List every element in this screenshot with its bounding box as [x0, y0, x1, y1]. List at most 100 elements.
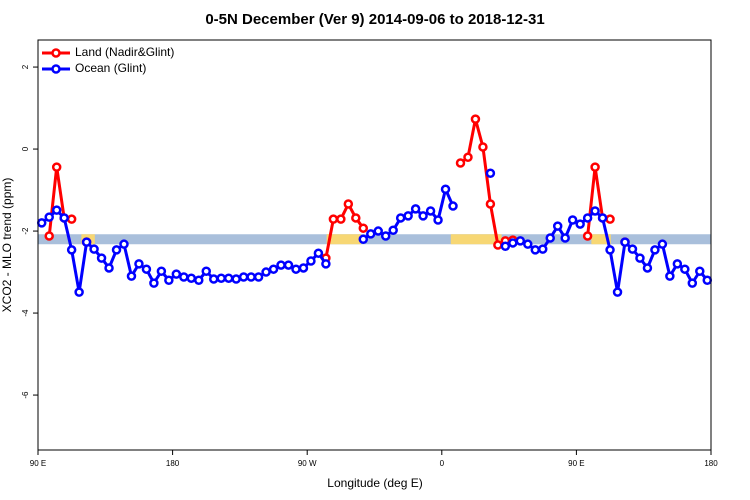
data-point: [425, 206, 436, 216]
data-point: [560, 233, 570, 243]
data-point: [351, 213, 361, 223]
data-point: [306, 256, 316, 266]
data-point: [418, 211, 428, 221]
data-point: [238, 272, 249, 282]
data-point: [590, 162, 600, 172]
x-axis-label: Longitude (deg E): [327, 476, 422, 490]
data-point: [515, 236, 526, 246]
x-tick-label: 90 E: [568, 459, 584, 468]
data-point: [642, 263, 653, 273]
y-tick-label: 0: [21, 146, 30, 151]
data-point: [567, 215, 578, 225]
data-point: [216, 273, 226, 283]
chart-title: 0-5N December (Ver 9) 2014-09-06 to 2018…: [205, 11, 544, 28]
data-point: [283, 260, 294, 270]
data-point: [687, 278, 698, 288]
data-point: [605, 214, 615, 224]
data-point: [582, 213, 593, 223]
data-point: [246, 272, 256, 282]
data-point: [538, 244, 548, 254]
data-point: [545, 233, 555, 243]
data-point: [343, 199, 354, 209]
data-point: [201, 266, 211, 276]
data-point: [149, 278, 159, 288]
data-point: [672, 259, 683, 269]
data-point: [44, 212, 54, 222]
data-point: [51, 205, 62, 215]
data-point: [194, 275, 204, 286]
data-point: [208, 274, 219, 284]
data-point: [74, 287, 84, 297]
data-point: [268, 264, 279, 274]
x-tick-label: 180: [704, 459, 718, 468]
plot-area: [36, 114, 713, 297]
data-point: [156, 266, 167, 276]
data-point: [321, 259, 331, 269]
data-point: [523, 239, 533, 249]
data-point: [66, 245, 77, 255]
data-point: [500, 241, 511, 251]
data-point: [276, 260, 286, 270]
data-point: [96, 253, 107, 263]
x-tick-label: 180: [166, 459, 180, 468]
data-point: [605, 245, 615, 255]
data-point: [261, 267, 271, 277]
data-point: [126, 271, 137, 281]
data-point: [111, 245, 122, 255]
data-point: [433, 215, 443, 225]
data-point: [298, 263, 309, 273]
data-point: [455, 158, 466, 168]
data-point: [66, 214, 77, 224]
data-point: [44, 231, 54, 241]
x-tick-label: 90 E: [30, 459, 46, 468]
data-point: [485, 168, 496, 178]
data-point: [463, 152, 473, 163]
data-point: [328, 214, 339, 224]
y-tick-label: 2: [21, 64, 30, 69]
x-tick-label: 0: [440, 459, 445, 468]
data-point: [702, 275, 713, 286]
data-point: [366, 229, 376, 239]
data-point: [440, 184, 451, 194]
data-point: [478, 142, 488, 152]
data-point: [395, 213, 406, 223]
data-point: [657, 239, 668, 249]
data-point: [141, 264, 152, 274]
data-point: [575, 219, 585, 229]
data-point: [493, 240, 503, 250]
data-point: [253, 272, 264, 282]
data-point: [231, 274, 241, 284]
y-tick-label: -2: [21, 227, 30, 235]
data-point: [358, 223, 369, 233]
data-point: [508, 238, 518, 248]
data-point: [665, 271, 675, 281]
data-point: [597, 213, 608, 223]
y-axis-label: XCO2 - MLO trend (ppm): [0, 178, 14, 313]
data-point: [448, 201, 458, 211]
legend-label: Land (Nadir&Glint): [75, 45, 174, 59]
data-point: [485, 199, 496, 209]
data-point: [410, 204, 421, 214]
data-point: [89, 244, 99, 254]
data-point: [313, 248, 324, 258]
data-point: [134, 259, 144, 269]
legend-marker: [51, 64, 61, 74]
data-point: [59, 213, 69, 223]
data-point: [223, 273, 234, 283]
data-point: [36, 218, 47, 228]
data-point: [552, 221, 563, 231]
data-point: [620, 237, 630, 247]
data-point: [164, 275, 174, 286]
data-point: [590, 206, 600, 216]
data-point: [695, 266, 705, 276]
data-point: [612, 287, 623, 297]
data-point: [627, 244, 638, 254]
data-point: [179, 272, 189, 282]
data-point: [104, 263, 114, 273]
data-point: [291, 264, 301, 274]
data-point: [373, 226, 383, 236]
x-tick-label: 90 W: [298, 459, 317, 468]
data-point: [388, 225, 398, 235]
data-point: [380, 231, 391, 241]
